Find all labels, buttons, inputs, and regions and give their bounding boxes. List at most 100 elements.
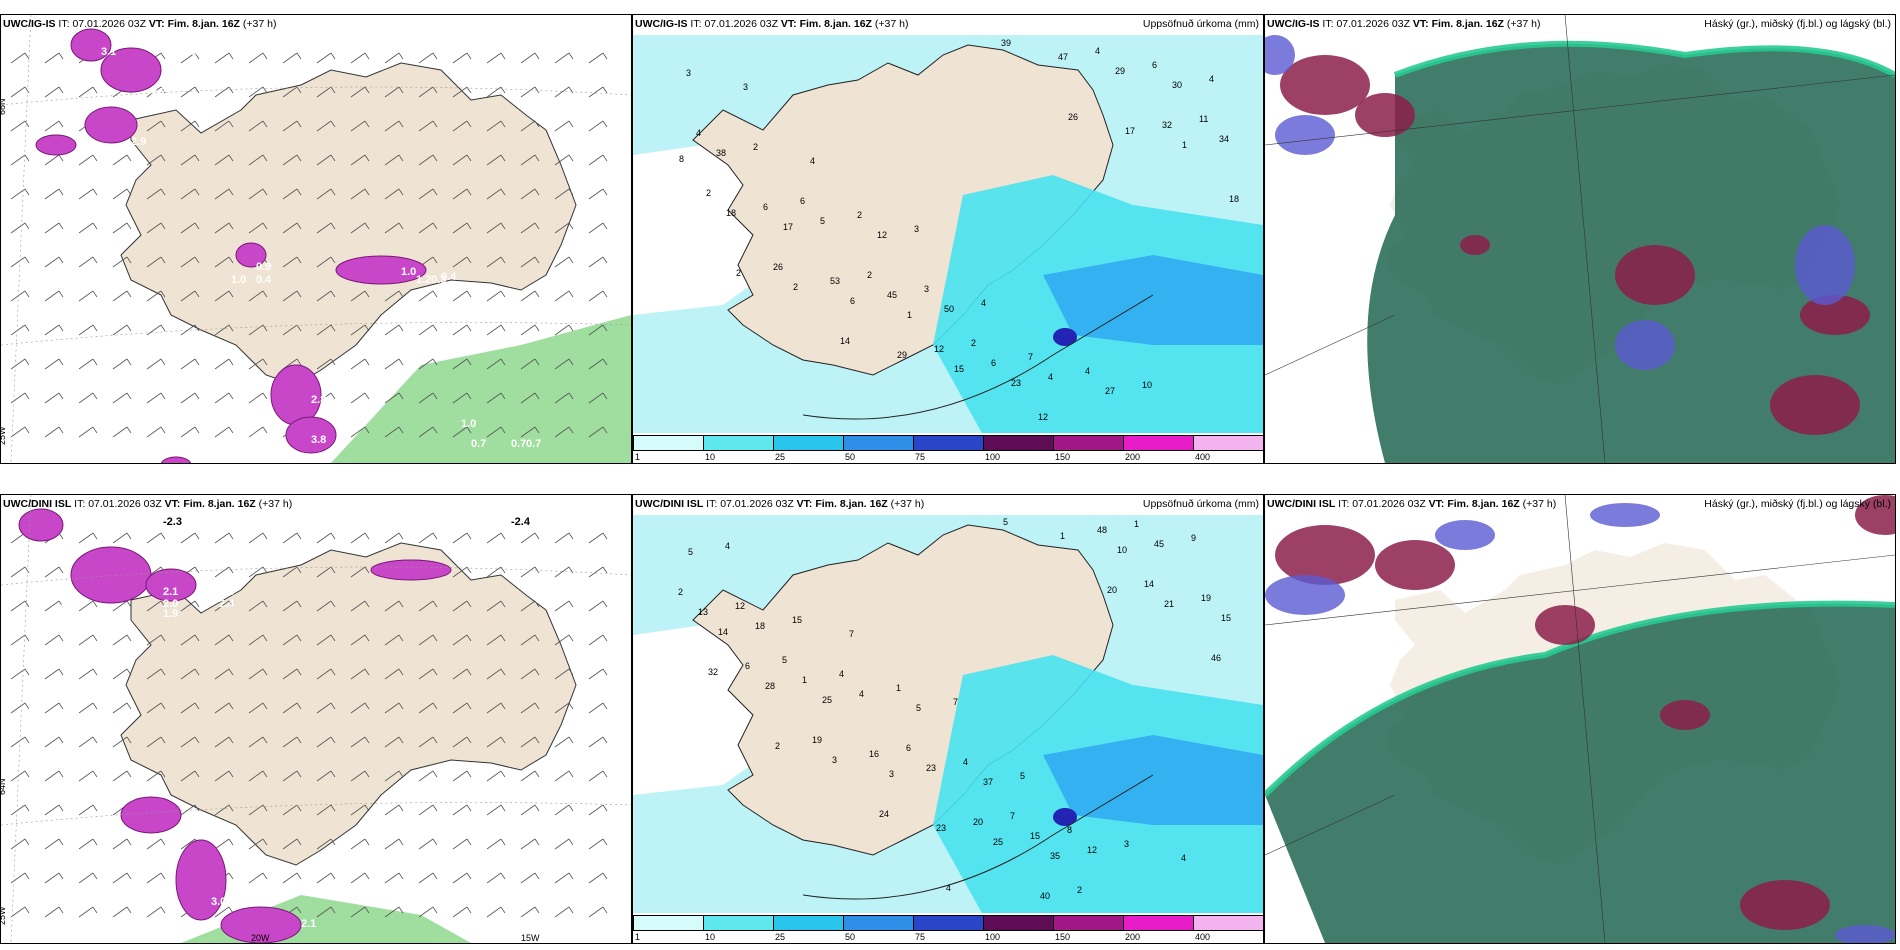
temp-anomaly-blob	[175, 839, 227, 921]
precip-value-label: 1	[896, 683, 901, 693]
precip-value-label: 29	[1115, 66, 1125, 76]
precip-value-label: 10	[1117, 545, 1127, 555]
precip-value-label: 13	[698, 607, 708, 617]
precip-value-label: 2	[706, 188, 711, 198]
cloud-high-red-area	[1275, 525, 1375, 585]
cloud-high-red-area	[1535, 605, 1595, 645]
precip-value-label: 20	[1107, 585, 1117, 595]
precip-value-label: 1	[1060, 531, 1065, 541]
cloud-high-blue-area	[1590, 503, 1660, 527]
precip-colorbar: 1 10 25 50 75 100 150 200 400	[633, 433, 1263, 463]
colorbar-tick-label: 1	[635, 452, 641, 462]
precip-value-label: 15	[792, 615, 802, 625]
cloud-mid-edge	[1265, 600, 1895, 798]
panel-ig-cloud[interactable]: UWC/IG-IS IT: 07.01.2026 03Z VT: Fim. 8.…	[1264, 14, 1896, 464]
precip-value-label: 12	[1038, 412, 1048, 422]
colorbar-tick-label: 1	[635, 932, 641, 942]
precip-value-label: 6	[800, 196, 805, 206]
precip-value-label: 15	[954, 364, 964, 374]
precip-value-label: 5	[1020, 771, 1025, 781]
temp-anomaly-blob	[335, 255, 427, 285]
precip-value-label: 10	[1142, 380, 1152, 390]
lon-label-25w: 25W	[1, 906, 7, 925]
precip-value-label: 3	[832, 755, 837, 765]
temp-label: 1.2	[416, 274, 431, 286]
colorbar-tick-label: 400	[1195, 452, 1211, 462]
precip-value-label: 35	[1050, 851, 1060, 861]
temp-anomaly-blob	[100, 47, 162, 93]
temp-anomaly-blob	[70, 28, 112, 62]
temp-label: -2.3	[163, 516, 182, 528]
panel-dini-precip[interactable]: UWC/DINI ISL IT: 07.01.2026 03Z VT: Fim.…	[632, 494, 1264, 944]
precip-value-label: 4	[1209, 74, 1214, 84]
precip-value-label: 14	[840, 336, 850, 346]
temp-label: 0.4	[441, 271, 457, 283]
precip-value-label: 45	[1154, 539, 1164, 549]
panel-ig-temp[interactable]: UWC/IG-IS IT: 07.01.2026 03Z VT: Fim. 8.…	[0, 14, 632, 464]
lon-label-25w: 25W	[1, 426, 7, 445]
temp-label: -2.4	[511, 516, 531, 528]
colorbar-segment	[983, 915, 1054, 931]
precip-value-label: 8	[679, 154, 684, 164]
map-precip-dini: 4541778342121576452195614520151214191318…	[633, 495, 1263, 943]
precip-value-label: 28	[765, 681, 775, 691]
precip-value-label: 8	[1067, 825, 1072, 835]
cloud-high-blue-area	[1265, 35, 1295, 75]
lon-label-15w: 15W	[521, 933, 540, 943]
precip-value-label: 29	[897, 350, 907, 360]
cloud-high-blue-area	[1435, 520, 1495, 550]
precip-max-core	[1053, 328, 1077, 346]
precip-value-label: 5	[782, 655, 787, 665]
panel-header: UWC/IG-IS IT: 07.01.2026 03Z VT: Fim. 8.…	[1267, 18, 1541, 30]
temp-label: 0.7	[511, 438, 526, 450]
colorbar-segment	[773, 435, 844, 451]
precip-value-label: 2	[678, 587, 683, 597]
lat-lon-grid	[1, 15, 631, 463]
precip-value-label: 4	[1095, 46, 1100, 56]
cloud-high-red-area	[1800, 295, 1870, 335]
precip-value-label: 25	[993, 837, 1003, 847]
precip-value-label: 4	[963, 757, 968, 767]
panel-dini-temp[interactable]: UWC/DINI ISL IT: 07.01.2026 03Z VT: Fim.…	[0, 494, 632, 944]
precip-value-label: 26	[773, 262, 783, 272]
panel-right-title: Háský (gr.), miðský (fj.bl.) og lágský (…	[1704, 498, 1891, 510]
precip-value-label: 1	[1182, 140, 1187, 150]
wind-barbs	[10, 532, 608, 918]
temp-anomaly-blob	[285, 416, 337, 454]
panel-right-title: Uppsöfnuð úrkoma (mm)	[1142, 18, 1259, 30]
projection-lines	[1265, 15, 1895, 463]
colorbar-tick-label: 200	[1125, 452, 1141, 462]
colorbar-segment	[913, 435, 984, 451]
precip-value-label: 23	[926, 763, 936, 773]
temp-label: 1.0	[401, 266, 416, 278]
colorbar-segment	[703, 435, 774, 451]
colorbar-segment	[1123, 915, 1194, 931]
precip-value-label: 38	[716, 148, 726, 158]
colorbar-tick-label: 100	[985, 932, 1001, 942]
panel-dini-cloud[interactable]: UWC/DINI ISL IT: 07.01.2026 03Z VT: Fim.…	[1264, 494, 1896, 944]
temp-label: 1.9	[163, 608, 178, 620]
precip-value-label: 2	[775, 741, 780, 751]
precip-value-label: 2	[1077, 885, 1082, 895]
lon-label-20w: 20W	[251, 933, 270, 943]
precip-value-label: 4	[946, 883, 951, 893]
precip-value-label: 23	[1011, 378, 1021, 388]
temp-anomaly-blob	[220, 906, 302, 943]
temp-label: 1.0	[231, 274, 246, 286]
precip-value-label: 4	[725, 541, 730, 551]
precip-value-label: 4	[1048, 372, 1053, 382]
colorbar-tick-label: 400	[1195, 932, 1211, 942]
temp-label: 2.2	[151, 86, 166, 98]
cloud-high-red-area	[1855, 495, 1895, 535]
precip-value-label: 32	[1162, 120, 1172, 130]
colorbar-segment	[843, 915, 914, 931]
panel-ig-precip[interactable]: UWC/IG-IS IT: 07.01.2026 03Z VT: Fim. 8.…	[632, 14, 1264, 464]
precip-value-label: 37	[983, 777, 993, 787]
precip-value-label: 3	[686, 68, 691, 78]
panel-right-title: Háský (gr.), miðský (fj.bl.) og lágský (…	[1704, 18, 1891, 30]
colorbar-tick-label: 150	[1055, 452, 1071, 462]
precip-value-label: 7	[1028, 352, 1033, 362]
temp-label: 2.0	[163, 598, 178, 610]
colorbar-segment	[1193, 915, 1263, 931]
lat-label-66: 64N	[1, 778, 7, 795]
